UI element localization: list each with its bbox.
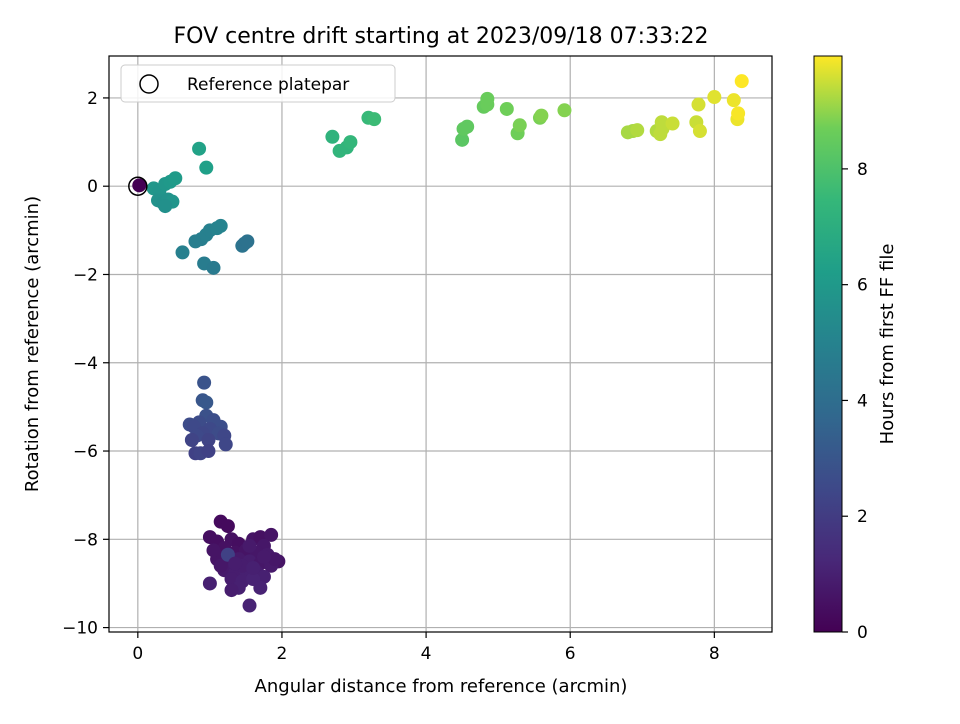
- scatter-point: [242, 598, 257, 613]
- scatter-point: [665, 116, 680, 131]
- y-axis-label: Rotation from reference (arcmin): [22, 196, 43, 492]
- scatter-point: [213, 558, 228, 573]
- scatter-point: [731, 106, 746, 121]
- scatter-point: [228, 556, 243, 571]
- scatter-point: [534, 108, 549, 123]
- legend-label-reference: Reference platepar: [187, 75, 349, 95]
- scatter-point: [242, 538, 257, 553]
- scatter-point: [206, 260, 221, 275]
- scatter-point: [480, 91, 495, 106]
- scatter-point: [264, 527, 279, 542]
- scatter-point: [202, 576, 217, 591]
- legend-marker-reference: [139, 74, 159, 94]
- colorbar-tick-label: 6: [857, 276, 868, 296]
- y-tick-label: 2: [87, 89, 98, 109]
- colorbar: [813, 55, 843, 633]
- scatter-point: [197, 375, 212, 390]
- y-tick-label: −2: [73, 265, 98, 285]
- x-axis-label: Angular distance from reference (arcmin): [255, 676, 628, 697]
- scatter-point: [512, 118, 527, 133]
- scatter-point: [213, 218, 228, 233]
- scatter-point: [175, 245, 190, 260]
- x-tick-label: 0: [132, 644, 143, 664]
- scatter-point: [325, 129, 340, 144]
- scatter-point: [199, 160, 214, 175]
- scatter-point: [218, 437, 233, 452]
- scatter-point: [367, 112, 382, 127]
- scatter-point: [460, 119, 475, 134]
- scatter-point: [343, 135, 358, 150]
- scatter-point: [201, 433, 216, 447]
- scatter-point: [246, 561, 261, 575]
- colorbar-tick-label: 2: [857, 507, 868, 527]
- scatter-point: [224, 583, 239, 598]
- scatter-point: [220, 519, 235, 534]
- legend: Reference platepar: [120, 64, 396, 103]
- legend-box: [120, 64, 396, 103]
- colorbar-ticks: 0 2 4 6 8: [842, 160, 868, 643]
- y-axis-ticks: 2 0 −2 −4 −6 −8 −10: [62, 89, 109, 639]
- scatter-point: [691, 97, 706, 112]
- scatter-point: [184, 433, 199, 447]
- colorbar-tick-label: 0: [857, 623, 868, 643]
- y-tick-label: −8: [73, 530, 98, 550]
- scatter-point: [132, 178, 147, 193]
- scatter-point: [158, 199, 173, 214]
- scatter-point: [253, 580, 268, 595]
- scatter-point: [201, 444, 216, 459]
- x-tick-label: 6: [565, 644, 576, 664]
- chart-title: FOV centre drift starting at 2023/09/18 …: [174, 24, 709, 49]
- scatter-point: [256, 569, 271, 584]
- scatter-point: [206, 543, 221, 558]
- x-axis-ticks: 0 2 4 6 8: [132, 632, 720, 664]
- y-tick-label: −4: [73, 354, 98, 374]
- plot-frame: [108, 55, 773, 633]
- scatter-point: [557, 103, 572, 118]
- colorbar-label: Hours from first FF file: [877, 244, 898, 445]
- scatter-point: [726, 93, 741, 108]
- x-tick-label: 2: [277, 644, 288, 664]
- scatter-point: [455, 132, 470, 147]
- scatter-point: [630, 123, 645, 138]
- y-tick-label: −10: [62, 619, 98, 639]
- scatter-points: [128, 74, 749, 613]
- x-tick-label: 8: [709, 644, 720, 664]
- scatter-point: [734, 74, 749, 89]
- scatter-point: [692, 124, 707, 139]
- reference-platepar-marker: [128, 176, 148, 196]
- scatter-point: [168, 171, 183, 186]
- colorbar-tick-label: 4: [857, 391, 868, 411]
- scatter-point: [256, 549, 271, 564]
- scatter-point: [707, 90, 722, 105]
- x-tick-label: 4: [421, 644, 432, 664]
- y-tick-label: −6: [73, 442, 98, 462]
- scatter-point: [499, 101, 514, 116]
- scatter-point: [267, 552, 282, 567]
- scatter-point: [192, 141, 207, 156]
- colorbar-tick-label: 8: [857, 160, 868, 180]
- y-tick-label: 0: [87, 177, 98, 197]
- scatter-point: [240, 234, 255, 249]
- scatter-point: [199, 395, 214, 410]
